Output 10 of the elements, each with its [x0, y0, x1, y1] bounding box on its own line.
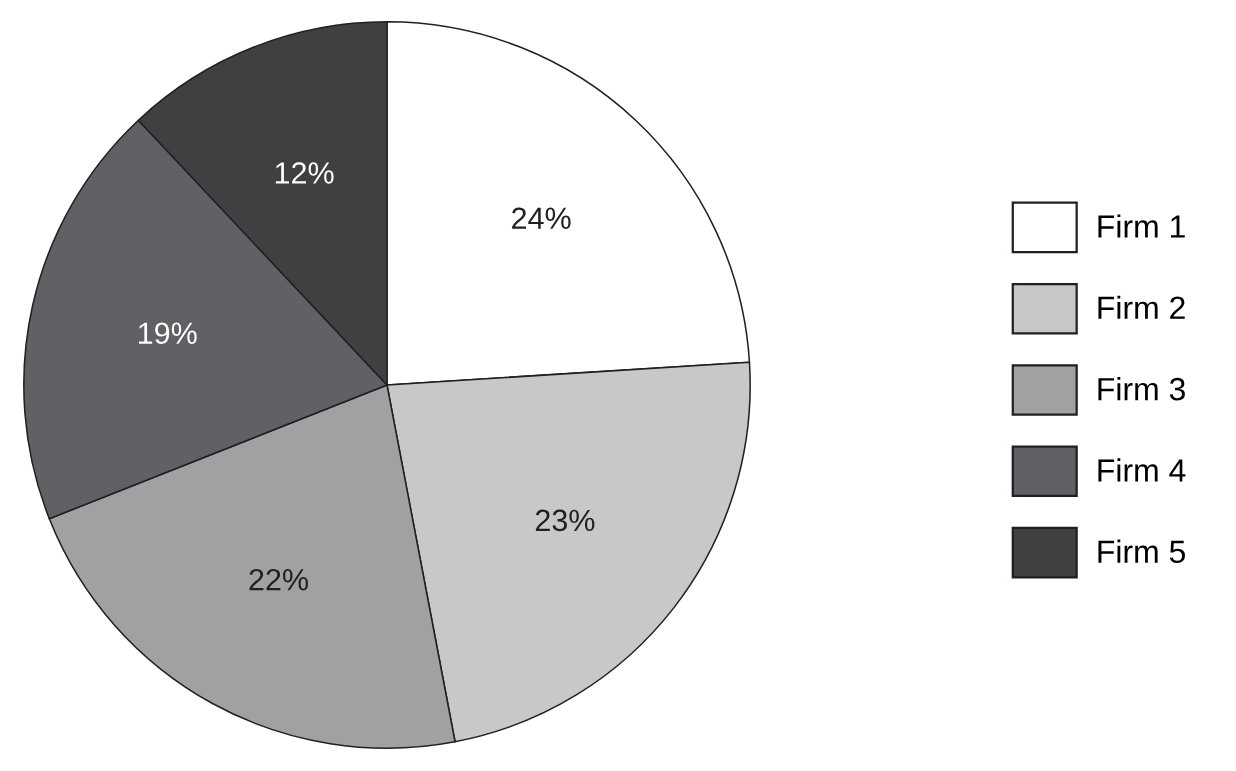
data-label: 23%	[535, 509, 595, 532]
legend-label: Firm 4	[1098, 458, 1186, 482]
data-label: 19%	[139, 322, 197, 345]
legend-label: Firm 1	[1098, 214, 1185, 238]
legend-label: Firm 3	[1098, 376, 1185, 401]
data-label: 22%	[249, 568, 309, 591]
data-label: 12%	[275, 162, 334, 184]
data-label: 24%	[512, 207, 571, 229]
legend-label: Firm 2	[1098, 295, 1185, 319]
legend-label: Firm 5	[1098, 539, 1185, 564]
